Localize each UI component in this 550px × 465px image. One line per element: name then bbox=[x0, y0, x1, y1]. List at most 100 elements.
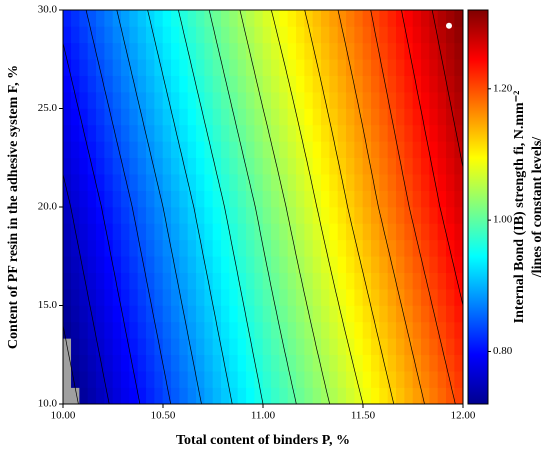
field-cell bbox=[129, 190, 139, 208]
field-cell bbox=[387, 42, 397, 60]
field-cell bbox=[437, 157, 447, 175]
field-cell bbox=[154, 239, 164, 257]
field-cell bbox=[296, 223, 305, 241]
field-cell bbox=[429, 124, 439, 142]
field-cell bbox=[412, 190, 422, 208]
field-cell bbox=[287, 239, 297, 257]
field-cell bbox=[179, 108, 189, 126]
contour-line bbox=[63, 174, 110, 404]
field-cell bbox=[221, 190, 230, 208]
field-cell bbox=[254, 338, 264, 356]
field-cell bbox=[121, 288, 130, 306]
field-cell bbox=[404, 338, 414, 356]
field-cell bbox=[379, 239, 389, 257]
field-cell bbox=[96, 124, 105, 142]
field-cell bbox=[154, 91, 164, 109]
field-cell bbox=[104, 387, 114, 404]
field-cell bbox=[146, 108, 155, 126]
field-cell bbox=[96, 75, 105, 93]
field-cell bbox=[287, 58, 297, 76]
field-cell bbox=[79, 58, 89, 76]
x-axis-label: Total content of binders P, % bbox=[176, 433, 350, 448]
field-cell bbox=[246, 321, 255, 339]
field-cell bbox=[96, 141, 105, 159]
field-cell bbox=[221, 10, 230, 27]
field-cell bbox=[337, 206, 347, 224]
field-cell bbox=[271, 190, 280, 208]
field-cell bbox=[204, 10, 214, 27]
field-cell bbox=[404, 173, 414, 191]
field-cell bbox=[454, 288, 463, 306]
field-cell bbox=[137, 305, 147, 323]
field-cell bbox=[71, 288, 80, 306]
field-cell bbox=[212, 91, 222, 109]
field-cell bbox=[362, 338, 372, 356]
field-cell bbox=[437, 255, 447, 273]
field-cell bbox=[371, 387, 380, 404]
field-cell bbox=[346, 305, 355, 323]
field-cell bbox=[71, 354, 80, 372]
field-cell bbox=[221, 338, 230, 356]
field-cell bbox=[204, 239, 214, 257]
field-cell bbox=[121, 91, 130, 109]
field-cell bbox=[154, 387, 164, 404]
field-cell bbox=[387, 124, 397, 142]
field-cell bbox=[396, 190, 405, 208]
field-cell bbox=[396, 387, 405, 404]
field-cell bbox=[412, 173, 422, 191]
field-cell bbox=[329, 370, 339, 388]
field-cell bbox=[362, 42, 372, 60]
field-cell bbox=[246, 305, 255, 323]
field-cell bbox=[96, 239, 105, 257]
field-cell bbox=[362, 387, 372, 404]
field-cell bbox=[162, 305, 172, 323]
field-cell bbox=[187, 26, 197, 44]
field-cell bbox=[337, 321, 347, 339]
field-cell bbox=[271, 387, 280, 404]
field-cell bbox=[129, 370, 139, 388]
field-cell bbox=[229, 288, 239, 306]
field-cell bbox=[454, 157, 463, 175]
field-cell bbox=[429, 26, 439, 44]
field-cell bbox=[71, 141, 80, 159]
field-cell bbox=[146, 58, 155, 76]
field-cell bbox=[112, 26, 122, 44]
field-cell bbox=[179, 75, 189, 93]
field-cell bbox=[362, 272, 372, 290]
field-cell bbox=[287, 190, 297, 208]
field-cell bbox=[221, 370, 230, 388]
field-cell bbox=[404, 108, 414, 126]
field-cell bbox=[196, 173, 205, 191]
y-tick-label: 10.0 bbox=[38, 398, 58, 410]
field-cell bbox=[312, 108, 322, 126]
field-cell bbox=[112, 91, 122, 109]
field-cell bbox=[337, 124, 347, 142]
field-cell bbox=[204, 370, 214, 388]
field-cell bbox=[254, 58, 264, 76]
field-cell bbox=[379, 387, 389, 404]
field-cell bbox=[371, 338, 380, 356]
contour-line bbox=[147, 10, 233, 404]
field-cell bbox=[371, 206, 380, 224]
field-cell bbox=[87, 387, 97, 404]
colorbar-tick-label: 0.80 bbox=[493, 345, 513, 357]
field-cell bbox=[246, 255, 255, 273]
field-cell bbox=[179, 10, 189, 27]
field-cell bbox=[421, 75, 430, 93]
field-cell bbox=[279, 91, 289, 109]
field-cell bbox=[96, 10, 105, 27]
field-cell bbox=[454, 190, 463, 208]
field-cell bbox=[171, 370, 180, 388]
field-cell bbox=[412, 255, 422, 273]
field-cell bbox=[296, 42, 305, 60]
field-cell bbox=[296, 288, 305, 306]
field-cell bbox=[154, 124, 164, 142]
field-cell bbox=[154, 272, 164, 290]
field-cell bbox=[254, 255, 264, 273]
field-cell bbox=[137, 387, 147, 404]
field-cell bbox=[387, 305, 397, 323]
field-cell bbox=[154, 305, 164, 323]
field-cell bbox=[287, 321, 297, 339]
field-cell bbox=[321, 26, 330, 44]
field-cell bbox=[437, 141, 447, 159]
